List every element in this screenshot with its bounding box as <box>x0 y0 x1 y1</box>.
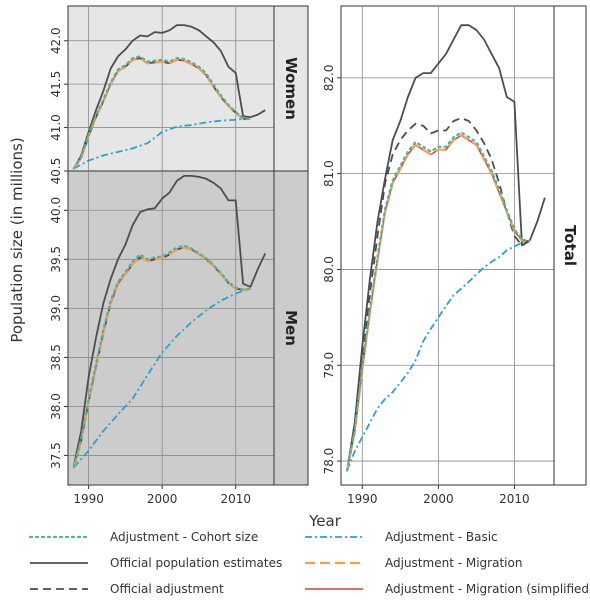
x-tick-label: 2010 <box>220 492 251 506</box>
chart-panels: 40.5 41.0 41.5 42.0 Women 37.5 38.0 38.5 39.0 39.… <box>49 5 587 506</box>
y-tick-label: 80.0 <box>322 256 336 283</box>
legend-label: Official population estimates <box>110 556 282 570</box>
legend-label: Official adjustment <box>110 582 224 596</box>
x-tick-label: 2010 <box>499 492 530 506</box>
y-tick-label: 38.5 <box>49 344 63 371</box>
legend-item: Adjustment - Migration <box>305 556 522 570</box>
legend-item: Adjustment - Cohort size <box>28 530 258 544</box>
series-line-official-population-estimates <box>73 175 267 466</box>
series-line-adjustment-basic <box>346 239 530 471</box>
legend-label: Adjustment - Cohort size <box>110 530 258 544</box>
x-axis-label: Year <box>308 512 342 530</box>
y-tick-label: 37.5 <box>49 442 63 469</box>
panel-total: 78.0 79.0 80.0 81.0 82.0 Total 1990 2000 2010 <box>322 5 587 506</box>
series-lines <box>72 24 266 170</box>
y-tick-label: 81.0 <box>322 160 336 187</box>
panel-background <box>67 5 275 172</box>
y-tick-label: 40.0 <box>49 197 63 224</box>
panel-men: 37.5 38.0 38.5 39.0 39.5 40.0 Men 1990 2000 2010 <box>49 170 309 506</box>
x-tick-label: 2000 <box>423 492 454 506</box>
strip-label-men: Men <box>282 310 300 346</box>
y-tick-label: 42.0 <box>49 27 63 54</box>
strip-total <box>553 5 587 486</box>
panel-women: 40.5 41.0 41.5 42.0 Women <box>49 5 309 185</box>
y-tick-label: 39.5 <box>49 246 63 273</box>
strip-label-total: Total <box>561 225 579 266</box>
panel-background <box>67 170 275 486</box>
series-line-adjustment-cohort-size <box>346 131 531 472</box>
strip-men <box>273 170 309 486</box>
y-tick-label: 41.0 <box>49 114 63 141</box>
y-tick-label: 79.0 <box>322 352 336 379</box>
legend-item: Adjustment - Basic <box>305 530 498 544</box>
y-axis-label: Population size (in millions) <box>8 137 26 342</box>
y-tick-label: 41.5 <box>49 71 63 98</box>
series-line-official-population-estimates <box>73 24 266 169</box>
legend-label: Adjustment - Basic <box>385 530 498 544</box>
legend-item: Adjustment - Migration (simplified) <box>305 582 590 596</box>
legend-item: Official population estimates <box>30 556 282 570</box>
y-tick-label: 38.0 <box>49 393 63 420</box>
x-tick-label: 2000 <box>147 492 178 506</box>
series-line-adjustment-basic <box>73 118 251 170</box>
y-tick-label: 40.5 <box>49 158 63 185</box>
legend-label: Adjustment - Migration (simplified) <box>385 582 590 596</box>
legend-item: Official adjustment <box>30 582 224 596</box>
series-line-official-population-estimates <box>346 24 546 471</box>
series-lines <box>72 175 267 469</box>
legend: Adjustment - Cohort size Official populat… <box>28 530 590 596</box>
y-tick-label: 78.0 <box>322 448 336 475</box>
series-lines <box>346 24 546 472</box>
series-line-adjustment-basic <box>73 287 251 468</box>
strip-women <box>273 5 309 172</box>
series-line-official-adjustment <box>346 117 531 471</box>
legend-label: Adjustment - Migration <box>385 556 522 570</box>
x-tick-label: 1990 <box>347 492 378 506</box>
series-line-adjustment-migration <box>72 57 251 170</box>
series-line-adjustment-cohort-size <box>72 55 252 170</box>
x-tick-label: 1990 <box>73 492 104 506</box>
y-tick-label: 82.0 <box>322 64 336 91</box>
y-tick-label: 39.0 <box>49 295 63 322</box>
strip-label-women: Women <box>282 57 300 120</box>
series-line-adjustment-cohort-size <box>72 244 252 469</box>
